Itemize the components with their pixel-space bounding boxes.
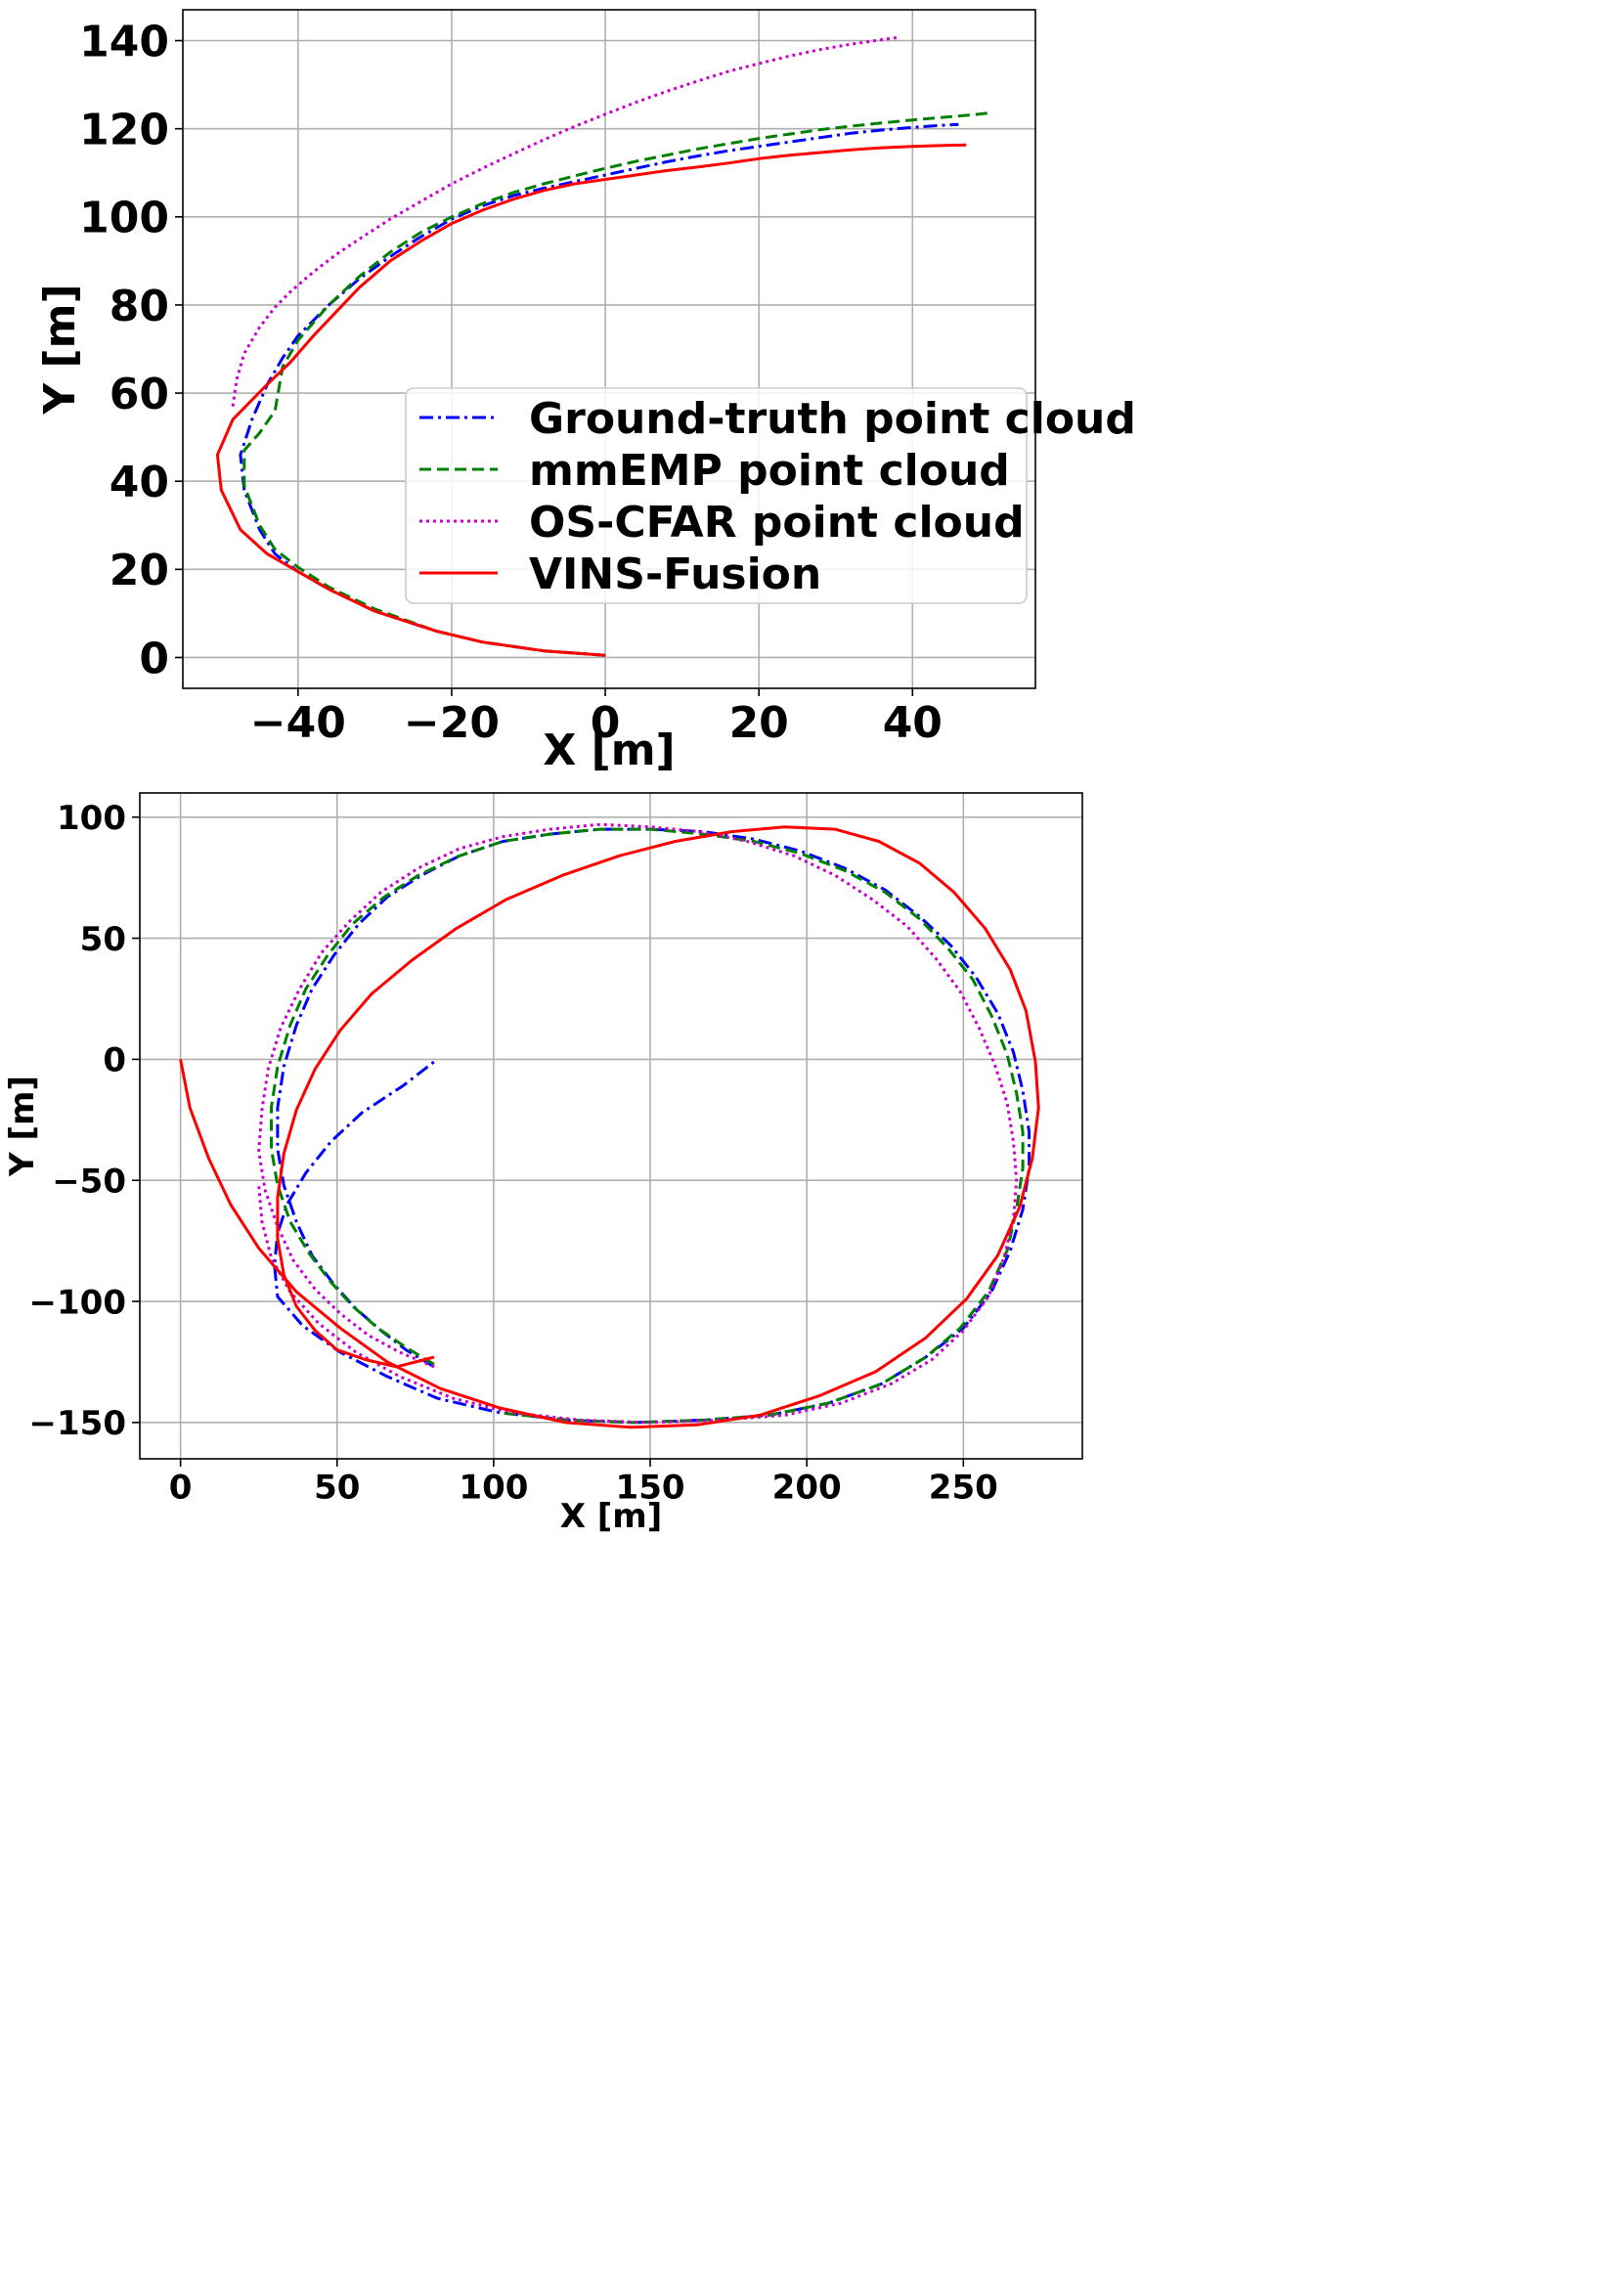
y-tick-label: 80 <box>110 282 169 331</box>
legend-label: mmEMP point cloud <box>529 446 1010 496</box>
series-line-vins-fusion <box>179 825 1040 1429</box>
legend-label: OS-CFAR point cloud <box>529 498 1025 548</box>
grid <box>183 10 1035 688</box>
y-tick-label: 50 <box>80 920 126 959</box>
series-line-os-cfar-point-cloud <box>257 822 1019 1425</box>
grid <box>140 793 1082 1459</box>
y-tick-label: 0 <box>103 1041 126 1080</box>
x-tick-label: 0 <box>591 698 621 748</box>
x-axis-label: X [m] <box>560 1497 663 1536</box>
x-tick-label: 100 <box>459 1468 528 1507</box>
x-tick-label: −20 <box>404 698 500 748</box>
y-axis-label: Y [m] <box>3 1076 42 1177</box>
x-tick-label: 50 <box>314 1468 360 1507</box>
plot-frame <box>182 9 1036 689</box>
x-tick-label: 20 <box>729 698 789 748</box>
series-group <box>215 35 990 657</box>
y-tick-label: 100 <box>57 799 126 838</box>
series-line-os-cfar-point-cloud <box>231 35 898 407</box>
legend-label: VINS-Fusion <box>529 549 821 599</box>
y-tick-label: −100 <box>29 1283 126 1322</box>
series-line-mmemp-point-cloud <box>242 111 990 657</box>
chart-panel-2: 0 50 100 150 200 250 −150 −100 −50 0 50 100 X [m] Y [… <box>3 792 1083 1536</box>
series-line-mmemp-point-cloud <box>270 827 1025 1425</box>
legend-box <box>405 387 1028 604</box>
y-tick-label: 100 <box>79 194 169 243</box>
plot-frame <box>139 792 1083 1460</box>
y-tick-label: 40 <box>110 458 169 507</box>
legend-label: Ground-truth point cloud <box>529 394 1136 444</box>
y-tick-label: 140 <box>79 17 169 66</box>
series-group <box>179 822 1040 1429</box>
chart-panel-1: −40 −20 0 20 40 0 20 40 60 80 100 120 140 X [m] Y [m] G… <box>35 9 1136 775</box>
x-tick-label: 150 <box>616 1468 685 1507</box>
y-axis-label: Y [m] <box>35 284 85 415</box>
x-tick-label: 0 <box>169 1468 193 1507</box>
x-tick-label: 250 <box>929 1468 998 1507</box>
y-tick-label: 20 <box>110 546 169 595</box>
x-tick-label: 200 <box>772 1468 842 1507</box>
x-tick-label: 40 <box>883 698 943 748</box>
y-tick-label: 120 <box>79 106 169 155</box>
y-tick-label: 0 <box>139 634 169 683</box>
y-tick-label: 60 <box>110 370 169 419</box>
y-tick-label: −150 <box>29 1404 126 1443</box>
x-tick-label: −40 <box>250 698 346 748</box>
y-tick-label: −50 <box>52 1162 126 1201</box>
x-axis-label: X [m] <box>543 725 675 775</box>
series-line-vins-fusion <box>215 143 967 657</box>
